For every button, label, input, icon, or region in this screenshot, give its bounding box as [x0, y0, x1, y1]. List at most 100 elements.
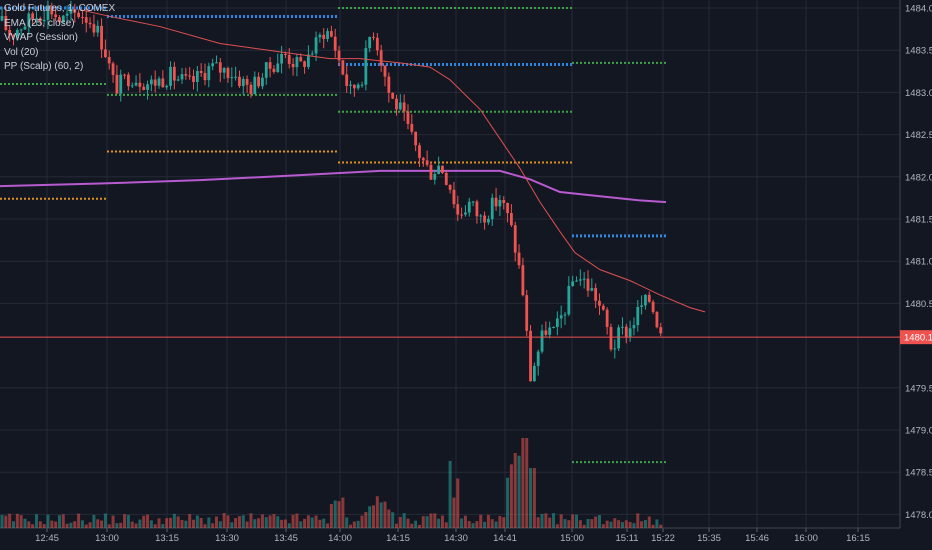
candle-down	[249, 84, 253, 95]
volume-bar	[643, 519, 647, 528]
volume-bar	[96, 519, 100, 528]
volume-bar	[506, 477, 510, 528]
volume-bar	[61, 514, 65, 528]
candle-up	[532, 365, 536, 382]
candle-down	[406, 111, 410, 124]
candle-down	[92, 24, 96, 33]
volume-bar	[364, 511, 368, 528]
symbol-title[interactable]: Gold Futures, 1, COMEX	[4, 3, 116, 14]
candle-down	[429, 164, 433, 180]
candle-up	[582, 278, 586, 280]
candle-up	[540, 330, 544, 352]
volume-bar	[234, 518, 238, 528]
indicator-volume[interactable]: Vol (20)	[4, 46, 39, 58]
candle-down	[444, 172, 448, 185]
candle-down	[513, 225, 517, 253]
candle-up	[555, 318, 559, 327]
candle-down	[452, 189, 456, 205]
volume-bar	[590, 519, 594, 528]
candle-down	[50, 6, 54, 15]
candle-down	[54, 14, 58, 18]
candle-down	[460, 214, 463, 216]
volume-bar	[134, 523, 138, 528]
candle-down	[352, 84, 356, 89]
volume-bar	[356, 520, 360, 528]
candle-down	[100, 25, 103, 50]
volume-bar	[375, 496, 379, 528]
candle-down	[456, 204, 460, 215]
volume-bar	[138, 519, 142, 528]
volume-bar	[410, 523, 414, 528]
x-tick-label: 14:30	[444, 533, 468, 544]
volume-bar	[628, 522, 632, 528]
candle-down	[84, 17, 88, 23]
candle-up	[621, 326, 624, 328]
x-tick-label: 15:22	[651, 533, 675, 544]
volume-bar	[578, 520, 582, 528]
volume-bar	[463, 515, 467, 528]
volume-bar	[571, 514, 575, 528]
volume-bar	[448, 460, 452, 528]
candle-up	[19, 29, 23, 31]
candle-down	[441, 165, 444, 173]
volume-bar	[268, 515, 272, 528]
volume-bar	[509, 464, 513, 528]
candle-down	[245, 78, 249, 85]
candle-up	[130, 85, 134, 87]
candle-down	[88, 22, 92, 25]
volume-bar	[287, 523, 291, 528]
candle-down	[517, 252, 521, 266]
volume-bar	[498, 516, 502, 528]
candle-down	[601, 305, 605, 310]
indicator-ema[interactable]: EMA (25, close)	[4, 17, 75, 29]
candle-down	[391, 92, 395, 99]
candle-up	[433, 173, 437, 180]
volume-bar	[647, 516, 651, 528]
candle-down	[218, 62, 222, 73]
volume-bar	[456, 478, 460, 528]
volume-bar	[536, 517, 540, 528]
volume-bar	[372, 505, 376, 528]
candle-down	[107, 57, 111, 64]
y-tick-label: 1481.0	[905, 257, 932, 268]
candle-up	[349, 84, 352, 86]
vwap-line	[0, 169, 667, 204]
volume-bar	[322, 518, 326, 528]
volume-bar	[594, 516, 598, 528]
volume-bar	[387, 509, 391, 528]
volume-bar	[544, 513, 548, 528]
candle-down	[81, 17, 84, 19]
candle-up	[548, 327, 552, 335]
candle-up	[552, 326, 555, 328]
volume-bar	[103, 513, 107, 528]
candle-up	[590, 288, 594, 291]
indicator-pivots[interactable]: PP (Scalp) (60, 2)	[4, 61, 84, 72]
volume-bar	[563, 519, 567, 528]
candle-up	[195, 71, 199, 82]
volume-bar	[272, 514, 276, 528]
volume-bar	[237, 516, 241, 528]
volume-bar	[88, 522, 92, 528]
candle-down	[199, 71, 203, 73]
volume-bar	[264, 517, 268, 528]
chart-legend: Gold Futures, 1, COMEX EMA (25, close) V…	[4, 2, 115, 75]
volume-bar	[525, 438, 529, 528]
volume-bar	[8, 513, 12, 528]
volume-bar	[586, 519, 590, 528]
candle-down	[494, 197, 498, 207]
indicator-vwap[interactable]: VWAP (Session)	[4, 32, 78, 43]
volume-bar	[46, 514, 50, 528]
candle-up	[360, 84, 364, 86]
candle-up	[571, 281, 575, 287]
y-tick-label: 1478.5	[905, 468, 932, 479]
volume-bar	[425, 516, 429, 528]
candle-down	[425, 160, 429, 165]
candle-down	[341, 60, 345, 75]
y-tick-label: 1479.5	[905, 383, 932, 394]
volume-bar	[337, 501, 341, 528]
volume-bar	[176, 516, 180, 528]
volume-bar	[257, 518, 261, 528]
candle-down	[161, 78, 165, 88]
